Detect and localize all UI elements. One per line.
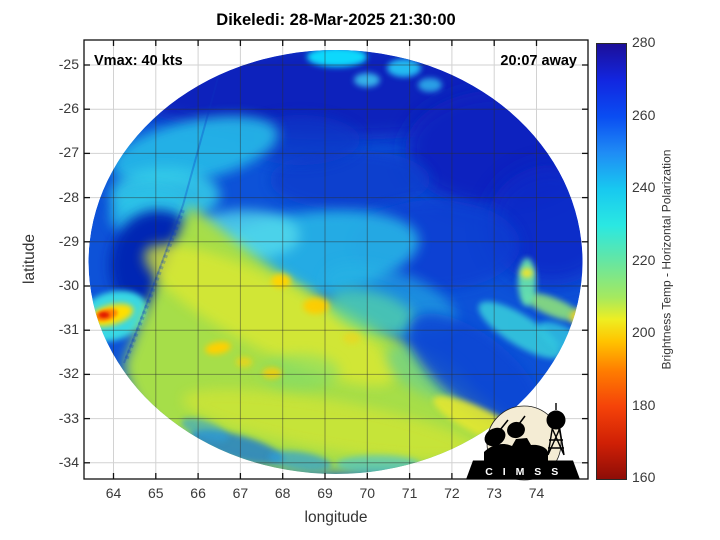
swath-image	[88, 50, 583, 474]
logo-text: C I M S S	[485, 466, 561, 478]
logo-banner	[466, 460, 580, 480]
swath-seam	[123, 73, 220, 364]
plot-title: Dikeledi: 28-Mar-2025 21:30:00	[216, 11, 456, 29]
x-tick-label: 64	[105, 485, 122, 501]
x-tick-label: 65	[148, 485, 164, 501]
colorbar	[596, 43, 627, 480]
axis-tick-marks	[84, 40, 588, 479]
vmax-annotation: Vmax: 40 kts	[94, 53, 183, 69]
colorbar-tick-label: 160	[632, 469, 656, 485]
y-tick-label: -27	[58, 144, 79, 161]
x-tick-label: 67	[232, 485, 249, 501]
y-tick-label: -32	[58, 365, 79, 382]
y-tick-label: -29	[58, 232, 79, 249]
colorbar-tick-label: 260	[632, 106, 656, 123]
colorbar-tick-label: 240	[632, 179, 656, 195]
water-tower-icon	[547, 403, 565, 456]
x-tick-label: 74	[528, 485, 545, 501]
y-tick-label: -28	[58, 188, 79, 205]
y-tick-label: -31	[58, 321, 79, 338]
satellite-dish-icon	[507, 421, 525, 439]
colorbar-tick-label: 280	[632, 34, 656, 50]
x-tick-label: 66	[190, 485, 206, 501]
x-tick-label: 72	[444, 485, 460, 501]
water-tank-icon	[546, 410, 566, 430]
x-tick-label: 73	[486, 485, 502, 501]
x-tick-label: 70	[359, 485, 376, 501]
y-tick-label: -33	[58, 409, 79, 426]
cimss-logo: C I M S S	[466, 403, 580, 481]
colorbar-label: Brightness Temp - Horizontal Polarizatio…	[659, 149, 674, 370]
time-offset-annotation: 20:07 away	[500, 53, 577, 69]
y-tick-label: -25	[58, 56, 79, 72]
x-tick-label: 69	[317, 485, 333, 501]
colorbar-tick-label: 200	[632, 324, 656, 340]
y-tick-label: -30	[58, 277, 79, 293]
x-tick-label: 71	[401, 485, 418, 501]
satellite-dish-icon	[484, 427, 506, 447]
axes-frame	[83, 39, 589, 480]
x-tick-label: 68	[274, 485, 291, 501]
y-tick-label: -34	[58, 453, 79, 470]
y-axis-label: latitude	[21, 234, 38, 284]
x-axis-label: longitude	[304, 509, 368, 526]
colorbar-tick-label: 220	[632, 251, 656, 268]
colorbar-tick-label: 180	[632, 396, 656, 413]
y-tick-label: -26	[58, 100, 79, 117]
building-silhouette	[484, 438, 548, 462]
